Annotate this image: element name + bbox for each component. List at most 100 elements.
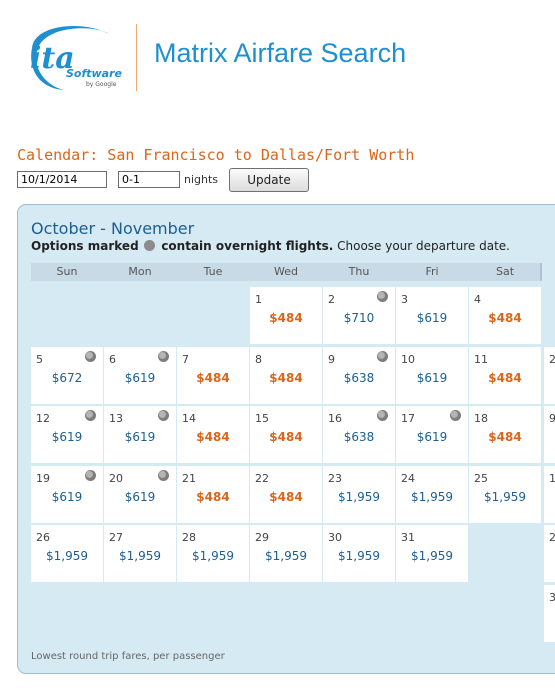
next-month-day-cell[interactable] [544,466,555,523]
nights-input[interactable] [118,171,180,188]
day-number: 10 [401,353,415,366]
calendar-day-cell[interactable]: 17 $619 [396,406,468,463]
calendar-day-cell[interactable]: 25 $1,959 [469,466,541,523]
calendar-day-cell[interactable]: 5 $672 [31,347,103,404]
calendar-day-cell[interactable]: 2 $710 [323,287,395,344]
calendar-day-cell[interactable]: 8 $484 [250,347,322,404]
day-number: 2 [328,293,335,306]
calendar-day-cell[interactable]: 13 $619 [104,406,176,463]
calendar-day-cell[interactable]: 15 $484 [250,406,322,463]
calendar-day-cell[interactable]: 23 $1,959 [323,466,395,523]
ita-software-logo: ita Software by Google [30,25,123,90]
weekday-thu: Thu [348,265,370,278]
day-fare[interactable]: $1,959 [46,549,88,563]
calendar-day-cell[interactable]: 27 $1,959 [104,525,176,582]
calendar-day-cell[interactable]: 20 $619 [104,466,176,523]
calendar-day-cell[interactable]: 6 $619 [104,347,176,404]
calendar-route-heading: Calendar: San Francisco to Dallas/Fort W… [17,146,415,164]
calendar-day-cell[interactable]: 21 $484 [177,466,249,523]
day-fare[interactable]: $1,959 [484,490,526,504]
calendar-day-cell[interactable]: 4 $484 [469,287,541,344]
day-fare[interactable]: $1,959 [119,549,161,563]
calendar-empty-cell [250,585,322,642]
day-fare[interactable]: $484 [196,430,230,444]
day-number: 14 [182,412,196,425]
next-month-day-cell[interactable] [544,585,555,642]
day-number: 18 [474,412,488,425]
next-month-day-number: 2 [549,353,555,366]
logo-by: by Google [86,81,117,88]
day-fare[interactable]: $619 [416,430,448,444]
day-fare[interactable]: $484 [488,430,522,444]
calendar-day-cell[interactable]: 29 $1,959 [250,525,322,582]
calendar-day-cell[interactable]: 18 $484 [469,406,541,463]
calendar-empty-cell [469,525,541,582]
calendar-day-cell[interactable]: 11 $484 [469,347,541,404]
day-fare[interactable]: $484 [488,371,522,385]
weekday-sun: Sun [56,265,78,278]
calendar-empty-cell [104,287,176,344]
calendar-empty-cell [469,585,541,642]
overnight-moon-icon [377,351,388,362]
day-fare[interactable]: $1,959 [338,490,380,504]
calendar-day-cell[interactable]: 31 $1,959 [396,525,468,582]
day-fare[interactable]: $484 [488,311,522,325]
day-number: 1 [255,293,262,306]
day-fare[interactable]: $1,959 [338,549,380,563]
next-month-day-cell[interactable] [544,525,555,582]
update-button[interactable]: Update [229,168,309,192]
day-fare[interactable]: $710 [343,311,375,325]
overnight-moon-icon [158,351,169,362]
day-fare[interactable]: $672 [51,371,83,385]
day-number: 22 [255,472,269,485]
day-fare[interactable]: $1,959 [192,549,234,563]
day-fare[interactable]: $619 [124,490,156,504]
calendar-day-cell[interactable]: 3 $619 [396,287,468,344]
day-fare[interactable]: $484 [196,371,230,385]
calendar-empty-cell [31,585,103,642]
calendar-empty-cell [323,585,395,642]
day-number: 9 [328,353,335,366]
day-fare[interactable]: $638 [343,430,375,444]
day-fare[interactable]: $484 [269,490,303,504]
day-fare[interactable]: $619 [124,430,156,444]
weekday-wed: Wed [274,265,298,278]
day-number: 5 [36,353,43,366]
month-range-title: October - November [31,219,195,238]
next-month-day-cell[interactable] [544,347,555,404]
weekday-mon: Mon [128,265,152,278]
day-fare[interactable]: $484 [196,490,230,504]
calendar-day-cell[interactable]: 19 $619 [31,466,103,523]
calendar-day-cell[interactable]: 22 $484 [250,466,322,523]
day-fare[interactable]: $484 [269,371,303,385]
day-fare[interactable]: $484 [269,430,303,444]
day-number: 16 [328,412,342,425]
overnight-moon-icon [377,410,388,421]
calendar-day-cell[interactable]: 9 $638 [323,347,395,404]
day-fare[interactable]: $484 [269,311,303,325]
day-fare[interactable]: $638 [343,371,375,385]
calendar-empty-cell [396,585,468,642]
day-fare[interactable]: $619 [51,430,83,444]
day-fare[interactable]: $619 [124,371,156,385]
calendar-day-cell[interactable]: 24 $1,959 [396,466,468,523]
calendar-day-cell[interactable]: 14 $484 [177,406,249,463]
calendar-day-cell[interactable]: 7 $484 [177,347,249,404]
day-fare[interactable]: $619 [51,490,83,504]
day-number: 3 [401,293,408,306]
day-fare[interactable]: $1,959 [265,549,307,563]
day-fare[interactable]: $1,959 [411,490,453,504]
departure-date-input[interactable] [17,171,107,188]
day-fare[interactable]: $1,959 [411,549,453,563]
calendar-day-cell[interactable]: 30 $1,959 [323,525,395,582]
day-number: 4 [474,293,481,306]
calendar-day-cell[interactable]: 1 $484 [250,287,322,344]
calendar-day-cell[interactable]: 10 $619 [396,347,468,404]
calendar-day-cell[interactable]: 12 $619 [31,406,103,463]
calendar-day-cell[interactable]: 28 $1,959 [177,525,249,582]
day-fare[interactable]: $619 [416,311,448,325]
calendar-day-cell[interactable]: 16 $638 [323,406,395,463]
next-month-day-cell[interactable] [544,406,555,463]
calendar-day-cell[interactable]: 26 $1,959 [31,525,103,582]
day-fare[interactable]: $619 [416,371,448,385]
